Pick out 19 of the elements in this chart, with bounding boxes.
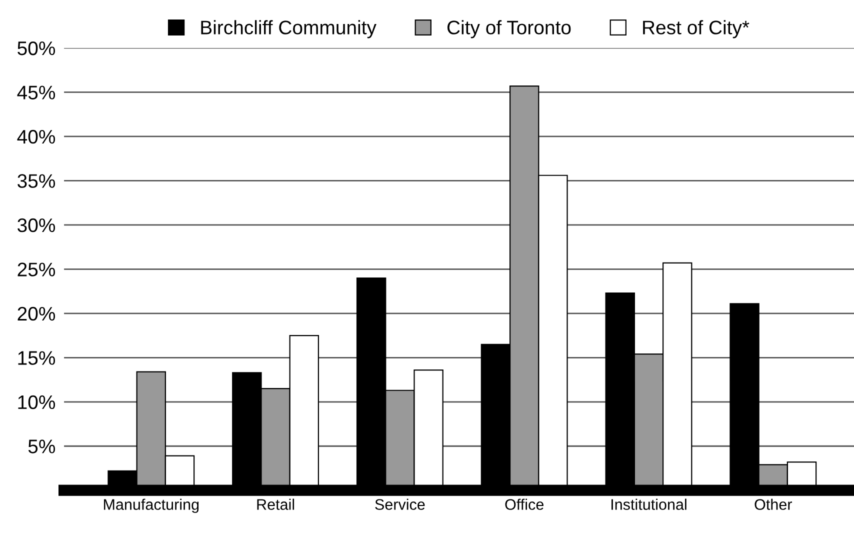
y-tick-label: 10% (18, 395, 56, 410)
legend-label: Birchcliff Community (201, 20, 376, 38)
x-tick-label: Office (505, 498, 544, 510)
x-tick-label: Service (375, 498, 425, 510)
legend-label: City of Toronto (447, 20, 571, 38)
y-tick-label: 50% (18, 41, 56, 56)
y-tick-label: 5% (28, 440, 56, 454)
y-tick-label: 25% (18, 262, 56, 276)
x-tick-label: Other (754, 498, 792, 510)
x-tick-label: Manufacturing (104, 498, 199, 513)
y-tick-label: 45% (17, 86, 56, 100)
x-tick-label: Retail (257, 498, 294, 510)
x-tick-label: Institutional (612, 498, 686, 510)
y-tick-label: 15% (18, 351, 56, 365)
y-tick-label: 20% (18, 306, 56, 321)
y-tick-label: 35% (18, 174, 56, 188)
legend-label: Rest of City* (643, 20, 750, 38)
y-tick-label: 30% (18, 218, 56, 232)
y-tick-label: 40% (17, 130, 56, 144)
